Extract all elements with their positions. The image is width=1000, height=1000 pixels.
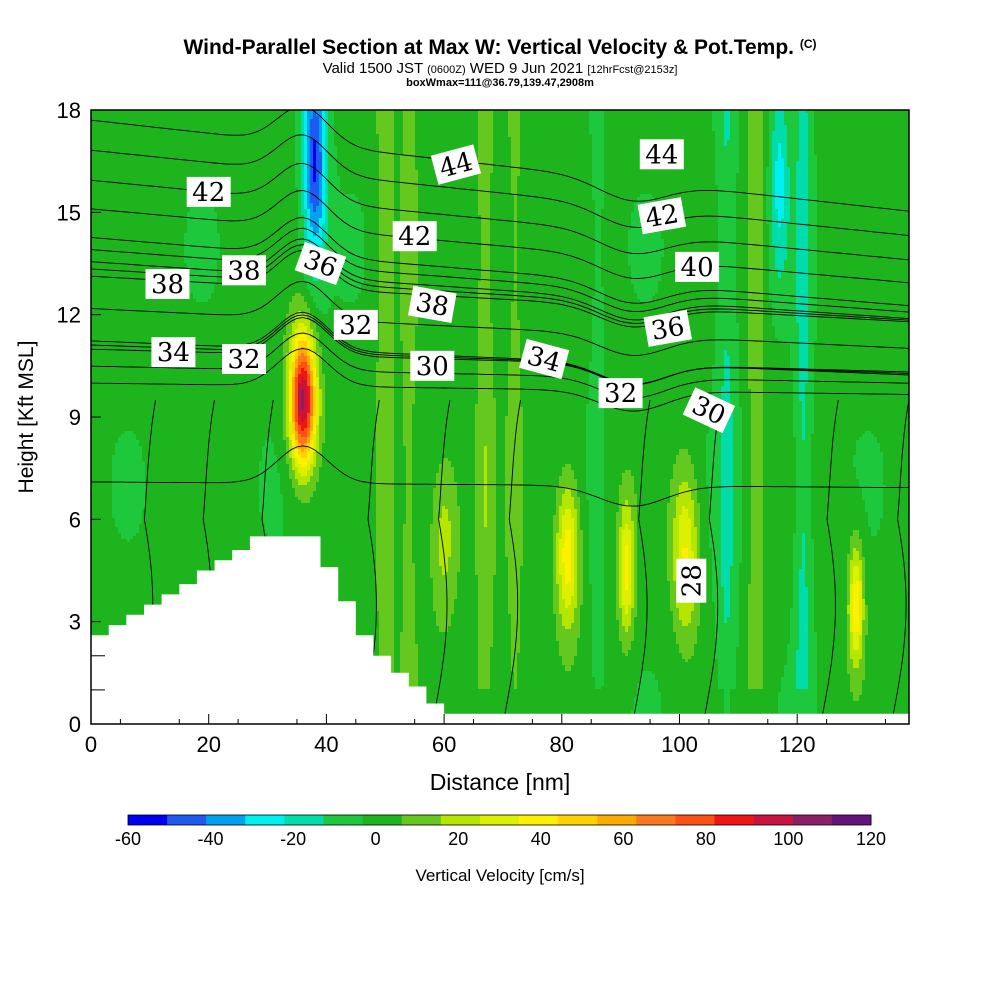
cross-section-chart: 28303032323234 34363638 38384042424244 44 0… — [0, 0, 1000, 1000]
